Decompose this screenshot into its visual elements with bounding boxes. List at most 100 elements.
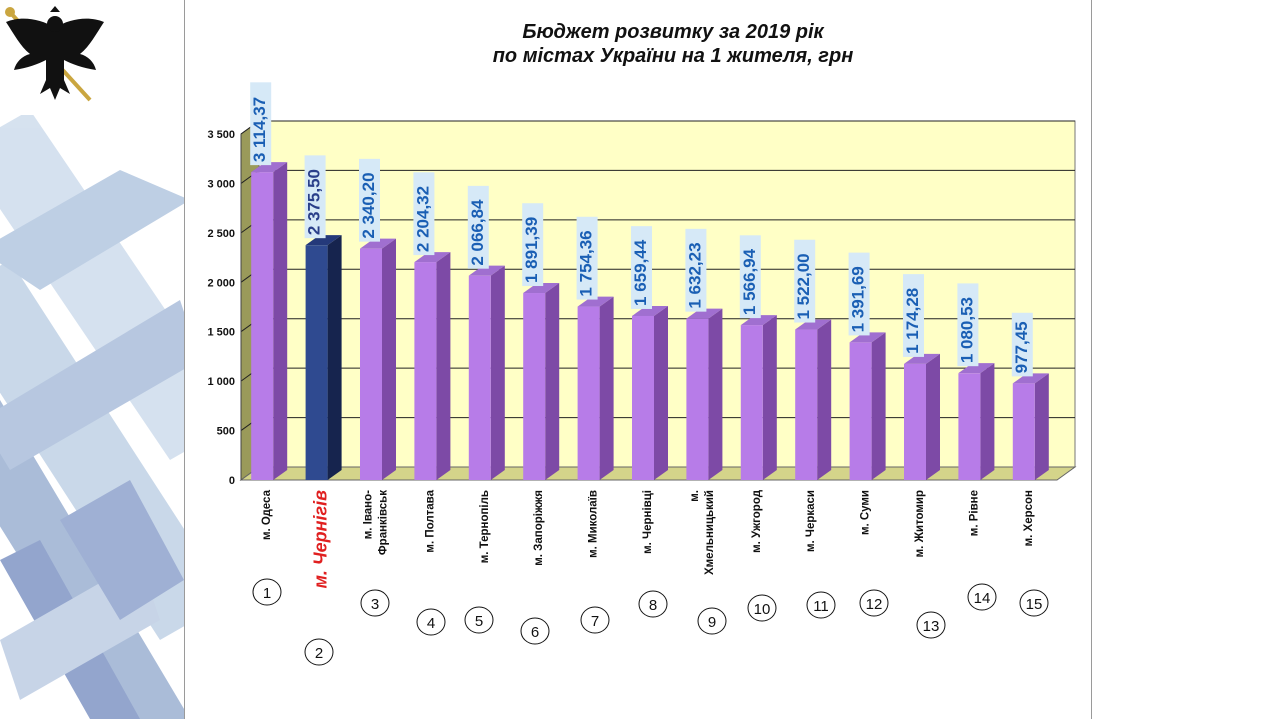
bar [849,342,872,480]
y-tick-label: 0 [229,475,235,487]
category-label: Франківськ [378,490,390,555]
bar-top [360,238,396,249]
y-tick-label: 2 500 [207,228,235,240]
y-tick-label: 2 000 [207,277,235,289]
value-label: 1 391,69 [849,266,868,332]
rank-circle [464,606,494,634]
bar-top [632,305,668,316]
rank-number: 9 [708,614,716,631]
bar-top [305,235,342,246]
rank-circle [967,583,997,611]
value-label: 2 066,84 [468,199,487,266]
bar-top [523,283,560,294]
value-label-bg [903,274,924,357]
rank-circle [520,617,550,645]
y-tick-label: 1 500 [207,327,235,339]
value-label-bg [413,172,435,256]
rank-circle [638,590,668,618]
bar-top [958,363,995,374]
y-tick-label: 500 [217,426,235,438]
bar-top [686,308,723,319]
rank-circle [252,578,282,606]
category-label: м. Миколаїв [588,490,600,558]
bar-top [904,353,940,364]
bar-side [654,305,668,480]
rank-number: 11 [813,598,829,615]
chart-title-line-2: по містах України на 1 жителя, грн [493,45,854,67]
category-label: м. Черкаси [805,490,817,552]
category-label: м. Тернопіль [479,490,491,563]
bar-side [436,252,451,480]
chart-title-line-1: Бюджет розвитку за 2019 рік [522,21,824,43]
category-label: м. Херсон [1023,490,1035,546]
rank-circle [697,607,727,635]
category-label: м. Житомир [914,490,926,557]
value-label: 1 754,36 [577,230,596,296]
rank-number: 13 [923,618,940,635]
bar-top [468,265,505,276]
rank-circle [304,638,334,666]
bar [523,293,546,480]
coat-of-arms-panel [0,0,110,115]
bar [1012,383,1035,480]
value-label-bg [250,82,272,166]
bar [632,315,654,480]
category-label: м. Полтава [424,489,436,552]
bar-top [740,315,777,326]
y-tick-label: 3 500 [207,129,235,141]
bar-side [926,353,940,480]
value-label: 1 080,53 [957,297,976,363]
category-label: Хмельницький [704,490,716,575]
rank-circle [1019,589,1049,617]
rank-circle [580,606,610,634]
value-label: 2 340,20 [359,172,378,238]
bar [468,275,491,480]
bar-top [1012,373,1049,384]
bar [414,262,437,480]
value-label: 1 174,28 [903,288,922,354]
rank-number: 8 [649,597,657,614]
bar-side [599,296,614,480]
value-label-bg [359,158,380,242]
y-tick-label: 3 000 [207,178,235,190]
chernihiv-coat-of-arms-eagle-icon [5,6,104,114]
rank-number: 10 [754,601,771,618]
rank-circle [859,589,889,617]
bar [251,172,274,480]
category-label: м. Суми [860,490,872,535]
bar [577,306,600,480]
bar-side [327,235,342,480]
value-label: 1 522,00 [794,253,813,319]
bar [305,245,328,480]
bar-side [545,283,560,480]
bar [360,248,382,480]
bar-side [871,332,886,480]
bar-top [849,332,886,343]
rank-circle [806,591,836,619]
rank-circle [416,608,446,636]
bar-side [980,363,995,480]
value-label: 2 375,50 [305,169,324,235]
category-label: м. Одеса [261,489,273,540]
bar-side [762,315,777,480]
bar-side [273,162,288,480]
value-label-bg [957,283,979,367]
bar-top [795,319,832,330]
value-label-bg [467,185,489,269]
rank-number: 15 [1026,596,1043,613]
value-label: 1 659,44 [631,239,650,306]
rank-number: 4 [427,615,435,632]
category-label: м. Рівне [968,490,980,536]
value-label: 1 632,23 [685,242,704,308]
value-label: 2 204,32 [413,186,432,252]
value-label-bg [304,155,326,239]
bar-side [817,319,832,480]
value-label-bg [794,239,816,323]
value-label-bg [522,203,544,287]
category-label: м. Запоріжжя [533,490,545,566]
rank-number: 2 [315,645,323,662]
category-label: м. [689,490,701,502]
bar [795,329,818,480]
rank-number: 6 [531,624,539,641]
category-label: м. Ужгород [751,489,763,553]
